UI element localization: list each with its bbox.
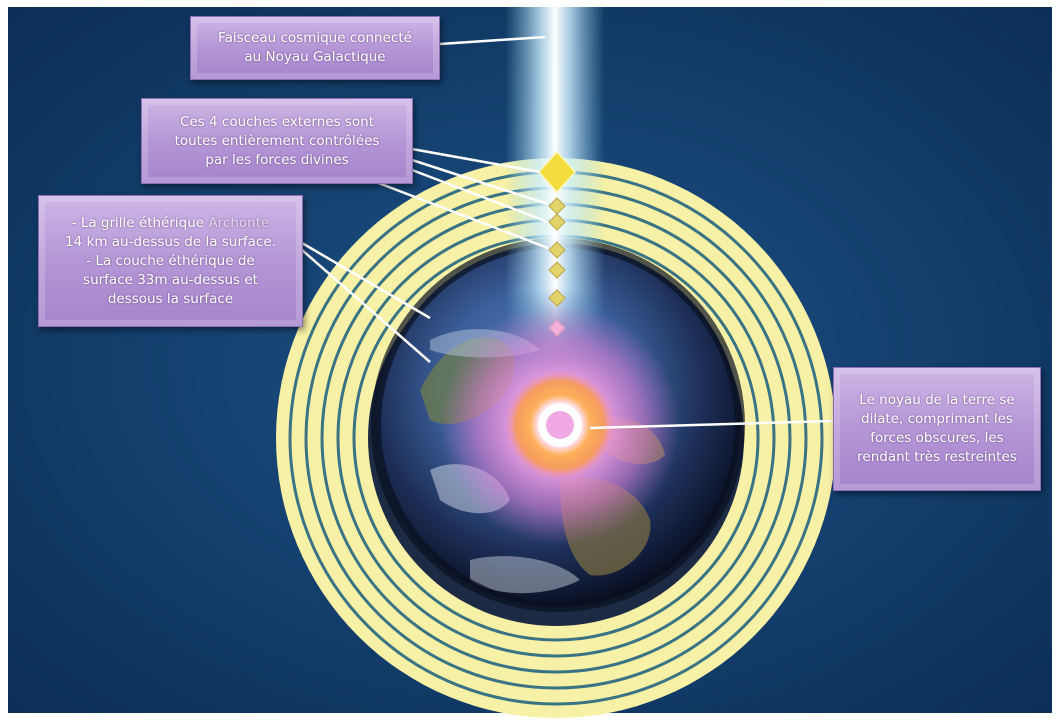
etheric-label-line5: dessous la surface	[107, 290, 234, 307]
diamond-marker-icon	[537, 150, 577, 194]
beam-label-line1: Faisceau cosmique connecté	[218, 30, 412, 46]
etheric-label-line2: 14 km au-dessus de la surface.	[65, 233, 276, 250]
outer-layers-label-line3: par les forces divines	[205, 151, 349, 168]
etheric-label: - La grille éthérique Archonte 14 km au-…	[38, 195, 303, 327]
outer-layers-label-line1: Ces 4 couches externes sont	[179, 113, 375, 130]
etheric-label-line1: - La grille éthérique Archonte	[72, 214, 270, 233]
core-label-line3: forces obscures, les	[870, 430, 1004, 446]
diamond-markers	[537, 150, 577, 337]
diamond-marker-icon	[548, 319, 566, 337]
outer-layers-label: Ces 4 couches externes sont toutes entiè…	[141, 98, 413, 184]
etheric-label-line1-a: - La grille éthérique	[71, 214, 205, 231]
earth-core	[440, 305, 680, 545]
core-label-line1: Le noyau de la terre se	[859, 392, 1015, 408]
connector-lines	[301, 35, 834, 430]
diamond-marker-icon	[548, 213, 566, 231]
core-label-line2: dilate, comprimant les	[861, 411, 1013, 427]
diamond-marker-icon	[548, 241, 566, 259]
core-label-line4: rendant très restreintes	[857, 449, 1017, 465]
etheric-label-line4: surface 33m au-dessus et	[83, 271, 258, 288]
core-label: Le noyau de la terre se dilate, comprima…	[833, 367, 1041, 491]
etheric-label-line1-b: Archonte	[208, 214, 270, 231]
beam-label: Faisceau cosmique connecté au Noyau Gala…	[190, 16, 440, 80]
etheric-label-line3: - La couche éthérique de	[86, 252, 255, 269]
beam-label-line2: au Noyau Galactique	[244, 49, 386, 65]
diamond-marker-icon	[548, 261, 566, 279]
diamond-marker-icon	[548, 289, 566, 307]
outer-layers-label-line2: toutes entièrement contrôlées	[174, 132, 380, 149]
